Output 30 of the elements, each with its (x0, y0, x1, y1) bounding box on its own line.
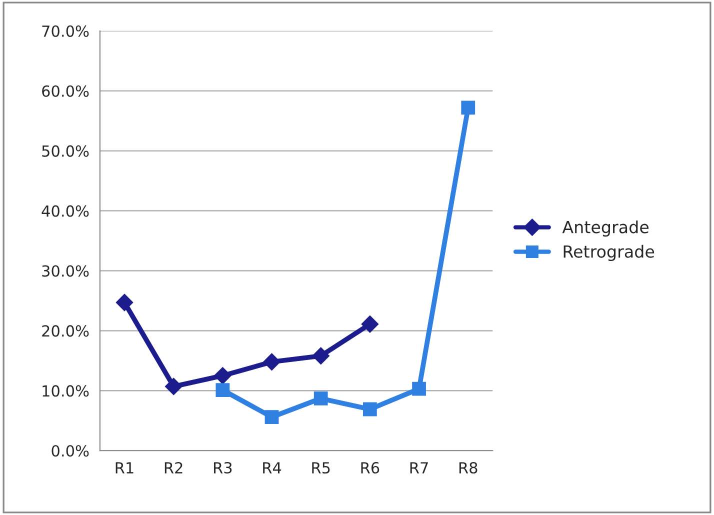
point (361, 316, 378, 333)
y-tick-label: 30.0% (42, 265, 89, 277)
point (362, 402, 377, 416)
y-tick-label: 20.0% (42, 325, 89, 337)
x-tick-label: R6 (361, 462, 380, 474)
point (216, 383, 230, 398)
legend-label: Retrograde (564, 244, 654, 262)
x-tick-label: R8 (459, 462, 478, 474)
x-tick-label: R3 (214, 462, 232, 474)
point (264, 410, 279, 424)
y-tick-label: 50.0% (42, 145, 89, 157)
y-tick-label: 40.0% (42, 205, 89, 217)
x-tick-label: R4 (263, 462, 282, 474)
point (461, 100, 476, 115)
x-tick-label: R1 (116, 462, 134, 474)
x-tick-label: R7 (410, 462, 428, 474)
point (314, 392, 328, 406)
point (116, 294, 134, 312)
x-tick-label: R2 (164, 462, 182, 474)
point (312, 347, 330, 364)
y-tick-label: 60.0% (42, 85, 89, 97)
point (263, 353, 280, 370)
point (165, 378, 182, 396)
y-tick-label: 70.0% (42, 25, 89, 37)
point (412, 382, 426, 396)
y-tick-label: 10.0% (42, 385, 89, 397)
x-tick-label: R5 (312, 462, 330, 474)
legend-label: Antegrade (562, 220, 649, 237)
point (214, 367, 232, 384)
y-tick-label: 0.0% (52, 445, 89, 457)
